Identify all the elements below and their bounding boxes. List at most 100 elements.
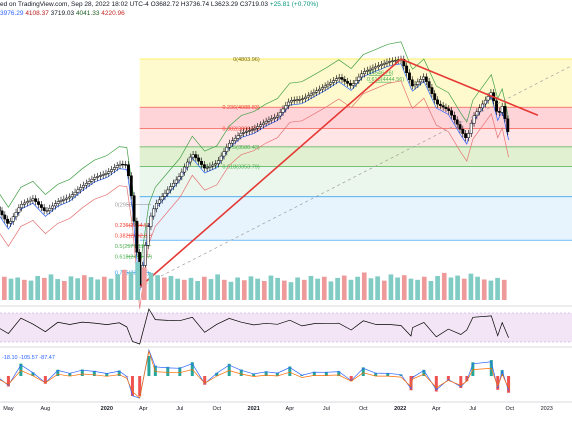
- candle-body: [93, 177, 97, 180]
- candle-body: [382, 63, 386, 65]
- candle-body: [312, 92, 316, 95]
- candle-body: [371, 67, 375, 70]
- volume-bar: [101, 276, 107, 300]
- macd-bar: [500, 370, 504, 376]
- ma-values-line: 3976.29 4108.37 3719.03 4041.33 4220.96: [0, 10, 125, 18]
- top-fib-label: 0.618(4444.56): [367, 77, 404, 83]
- candle-body: [169, 186, 173, 191]
- chart-header: ed on TradingView.com, Sep 28, 2022 18:0…: [0, 1, 318, 9]
- candle-body: [351, 83, 355, 86]
- fib-band: [139, 166, 572, 197]
- candle-body: [289, 100, 293, 103]
- candle-body: [365, 70, 369, 72]
- candle-body: [247, 130, 251, 132]
- fib-band: [139, 196, 572, 241]
- volume-bar: [121, 269, 127, 300]
- candle-body: [214, 163, 218, 166]
- fib-level-label: 0(4803.96): [233, 57, 260, 63]
- candle-body: [267, 119, 271, 122]
- candle-body: [275, 115, 279, 118]
- candle-body: [42, 207, 46, 211]
- candle-body: [427, 81, 431, 88]
- volume-bar: [28, 280, 34, 300]
- candle-body: [430, 87, 434, 94]
- volume-bar: [241, 280, 247, 300]
- candle-body: [503, 106, 507, 120]
- macd-bar: [227, 363, 231, 376]
- candle-body: [410, 79, 414, 87]
- macd-bar: [496, 376, 500, 390]
- candle-body: [82, 184, 85, 188]
- candle-body: [186, 161, 189, 168]
- candle-body: [37, 201, 40, 205]
- dashed-trend-line: [139, 65, 572, 288]
- candle-body: [183, 166, 187, 173]
- candle-body: [315, 90, 319, 93]
- candle-body: [436, 99, 439, 105]
- signal-line: [0, 350, 509, 399]
- candle-body: [126, 164, 130, 177]
- x-tick-label: Oct: [212, 406, 221, 412]
- candle-body: [171, 182, 175, 187]
- volume-bar: [95, 279, 100, 300]
- volume-bar: [195, 281, 200, 300]
- candle-body: [407, 72, 411, 81]
- candle-body: [8, 221, 12, 224]
- upper-band-line: [0, 41, 509, 270]
- candle-body: [259, 124, 262, 127]
- candle-body: [51, 205, 55, 209]
- macd-bar: [215, 372, 219, 376]
- candle-body: [194, 154, 198, 159]
- volume-bar: [48, 274, 54, 300]
- volume-bar: [128, 272, 134, 300]
- candle-body: [73, 191, 77, 195]
- candle-body: [121, 163, 125, 166]
- volume-bar: [461, 278, 467, 300]
- candle-body: [478, 107, 482, 113]
- candle-body: [424, 76, 428, 82]
- candle-body: [62, 198, 66, 201]
- candle-body: [495, 100, 498, 112]
- volume-bar: [108, 278, 114, 300]
- volume-bar: [481, 279, 487, 300]
- ma-value-1: 3976.29: [0, 10, 24, 17]
- macd-bar: [471, 362, 475, 376]
- candle-body: [377, 65, 380, 68]
- fib-retracement-major: [139, 58, 572, 241]
- minor-fib-label: 0(2950): [115, 203, 134, 209]
- volume-bar: [88, 277, 94, 300]
- volume-bar: [8, 278, 14, 300]
- volume-bar: [488, 280, 494, 300]
- moving-average-line: [0, 63, 509, 292]
- candle-body: [28, 199, 32, 202]
- candle-body: [385, 61, 389, 64]
- fib-level-label: 0.236(4088.83): [222, 105, 259, 111]
- ma-value-3: 3719.03: [50, 10, 75, 17]
- x-tick-label: Oct: [359, 406, 368, 412]
- candle-body: [177, 176, 181, 181]
- macd-bar: [19, 363, 23, 376]
- candle-body: [101, 174, 105, 176]
- macd-bar: [264, 371, 268, 376]
- candle-body: [104, 173, 108, 175]
- volume-bar: [395, 277, 400, 300]
- volume-bar: [15, 277, 20, 300]
- candle-body: [208, 165, 212, 168]
- candle-body: [110, 169, 114, 172]
- candle-body: [17, 207, 21, 213]
- candle-body: [239, 133, 243, 137]
- volume-bar: [21, 279, 27, 300]
- candle-body: [56, 201, 60, 204]
- candle-body: [236, 135, 240, 139]
- candle-body: [452, 114, 456, 121]
- volume-bar: [75, 278, 80, 300]
- x-tick-label: Oct: [506, 406, 515, 412]
- candle-body: [23, 202, 26, 205]
- candle-body: [0, 210, 4, 216]
- candle-body: [500, 106, 504, 113]
- volume-bar: [41, 277, 47, 300]
- x-tick-label: 2023: [541, 406, 553, 412]
- candle-body: [329, 82, 333, 85]
- x-tick-label: 2020: [101, 406, 113, 412]
